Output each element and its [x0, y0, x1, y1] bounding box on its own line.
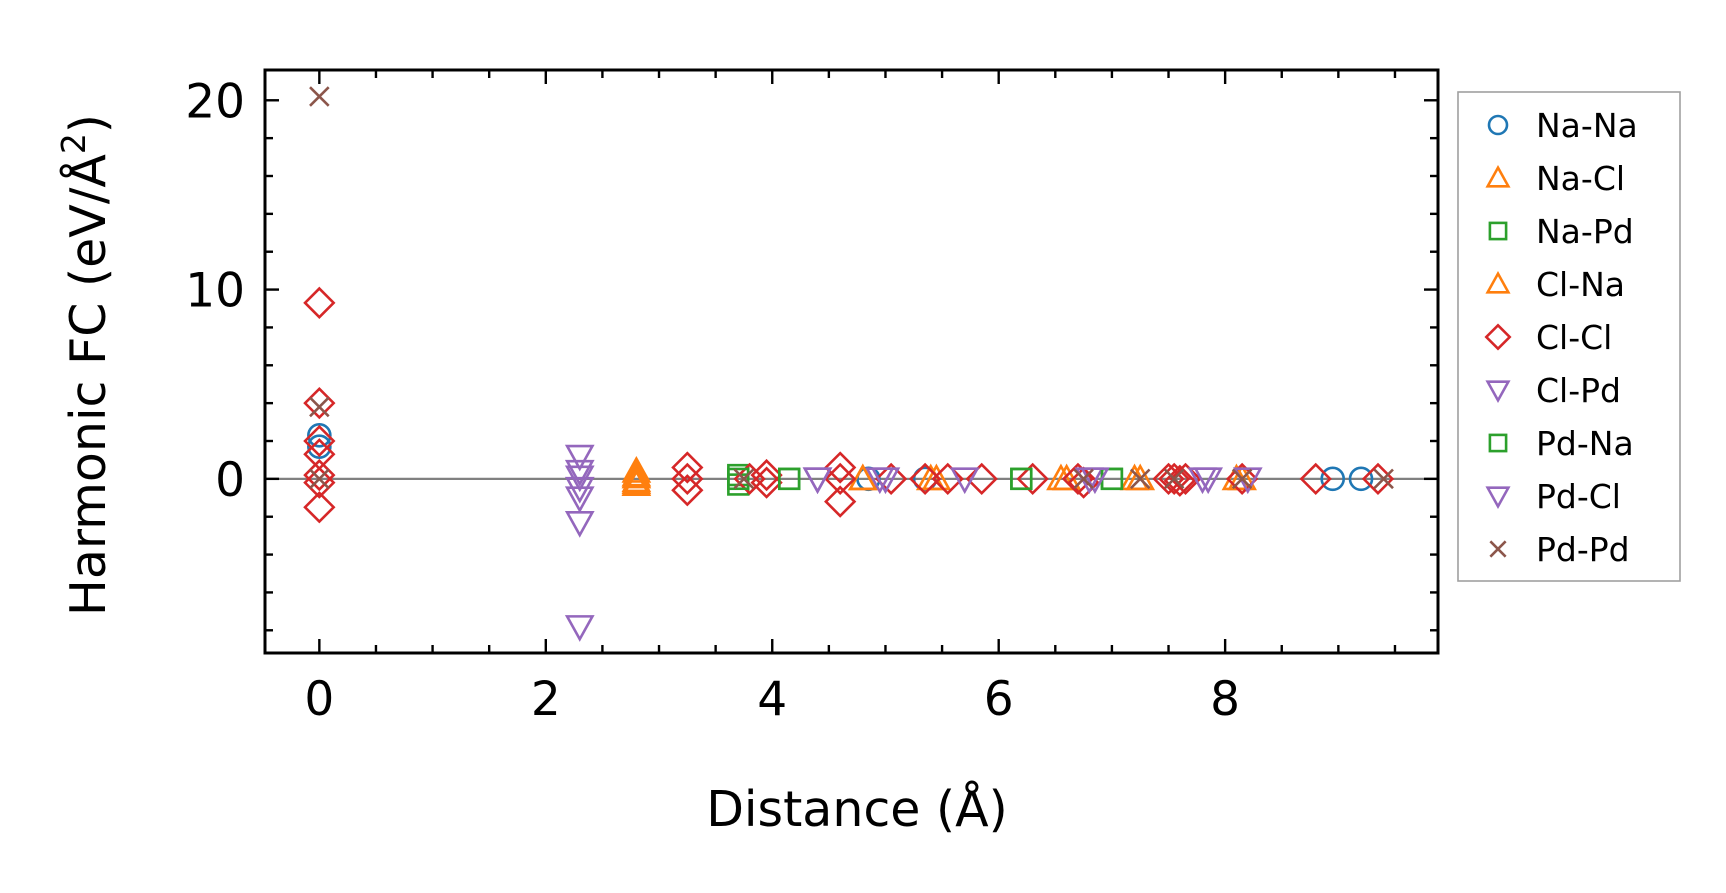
data-point — [965, 462, 998, 495]
legend-marker-pd-na — [1488, 433, 1508, 453]
x-tick-label: 6 — [984, 672, 1014, 727]
data-point — [1225, 462, 1259, 495]
legend-label: Na-Pd — [1536, 212, 1634, 251]
data-point — [870, 467, 901, 495]
y-tick-label: 20 — [185, 74, 245, 129]
data-point — [1373, 468, 1394, 490]
data-point — [727, 467, 750, 491]
data-point — [824, 451, 857, 484]
data-point — [1016, 462, 1049, 495]
y-tick-label: 10 — [185, 264, 245, 319]
y-axis-label: Harmonic FC (eV/Å2) — [54, 114, 117, 616]
data-point — [1348, 466, 1374, 492]
data-point — [750, 458, 783, 492]
data-point — [307, 423, 332, 448]
y-axis-label-end: ) — [60, 114, 117, 133]
data-point — [1169, 462, 1202, 495]
data-point — [1320, 466, 1346, 492]
data-point — [671, 451, 704, 484]
data-point — [1125, 463, 1156, 491]
legend-label: Pd-Cl — [1536, 477, 1621, 516]
data-point — [733, 468, 755, 490]
data-point — [564, 486, 595, 514]
data-point — [1227, 463, 1257, 491]
series-na-na — [307, 423, 1374, 492]
series-cl-na — [621, 459, 1257, 495]
data-point — [303, 491, 336, 524]
legend-label: Pd-Na — [1536, 424, 1634, 463]
legend-marker-cl-cl — [1484, 323, 1512, 351]
series-pd-cl — [564, 459, 1224, 504]
data-point — [802, 467, 833, 495]
legend-label: Cl-Na — [1536, 265, 1625, 304]
data-point — [1067, 466, 1100, 499]
data-point — [921, 463, 952, 491]
data-point — [949, 467, 980, 495]
x-tick-label: 2 — [531, 672, 561, 727]
plot-area: 0 2 4 6 8 0 10 20 — [185, 68, 1440, 727]
data-point — [564, 444, 595, 472]
y-axis-label-base: Harmonic FC (eV/Å — [58, 154, 117, 616]
data-point — [303, 286, 336, 319]
data-point — [621, 455, 652, 483]
data-point — [1231, 468, 1253, 490]
legend-label: Na-Na — [1536, 106, 1638, 145]
y-axis-label-superscript: 2 — [54, 133, 93, 154]
legend: Na-Na Na-Cl Na-Pd Cl-Na Cl-Cl Cl-Pd Pd-Na Pd-Cl… — [1457, 91, 1681, 582]
legend-label: Na-Cl — [1536, 159, 1625, 198]
legend-marker-na-na — [1487, 114, 1509, 136]
data-point — [1129, 468, 1151, 490]
data-point — [309, 468, 330, 490]
data-point — [1010, 467, 1033, 491]
data-point — [1073, 468, 1094, 490]
x-tick-label: 8 — [1210, 672, 1240, 727]
data-point — [621, 467, 652, 495]
data-point — [1193, 467, 1224, 495]
data-point — [303, 466, 336, 499]
legend-label: Cl-Cl — [1536, 318, 1612, 357]
data-point — [750, 466, 783, 499]
data-point — [564, 615, 595, 642]
data-point — [908, 462, 942, 495]
axis-ticks — [265, 70, 1438, 653]
data-point — [824, 462, 857, 495]
data-point — [1299, 462, 1332, 495]
legend-marker-pd-cl — [1485, 486, 1511, 510]
series-pd-pd — [309, 86, 1394, 490]
data-point — [307, 434, 332, 459]
data-point — [1080, 467, 1110, 495]
axes-frame — [263, 68, 1440, 655]
data-point — [874, 462, 908, 495]
data-point — [1158, 462, 1191, 495]
x-tick-label: 0 — [304, 672, 334, 727]
legend-label: Pd-Pd — [1536, 530, 1630, 569]
data-point — [778, 467, 801, 491]
data-point — [847, 463, 878, 491]
data-point — [564, 510, 595, 538]
x-tick-label: 4 — [757, 672, 787, 727]
legend-marker-na-cl — [1485, 164, 1511, 188]
data-point — [564, 476, 595, 504]
data-point — [303, 424, 336, 458]
legend-marker-cl-na — [1485, 270, 1511, 294]
data-point — [824, 485, 857, 518]
legend-marker-na-pd — [1488, 221, 1508, 241]
data-point — [1163, 468, 1185, 490]
data-point — [564, 459, 595, 487]
y-tick-label: 0 — [215, 453, 245, 508]
legend-marker-pd-pd — [1489, 540, 1507, 558]
x-axis-label: Distance (Å) — [706, 779, 1008, 838]
data-point — [309, 86, 330, 107]
data-point — [931, 462, 964, 495]
data-point — [671, 462, 704, 495]
data-point — [671, 474, 704, 507]
data-point — [309, 396, 330, 418]
legend-marker-cl-pd — [1485, 380, 1511, 404]
legend-label: Cl-Pd — [1536, 371, 1621, 410]
data-point — [621, 459, 652, 487]
